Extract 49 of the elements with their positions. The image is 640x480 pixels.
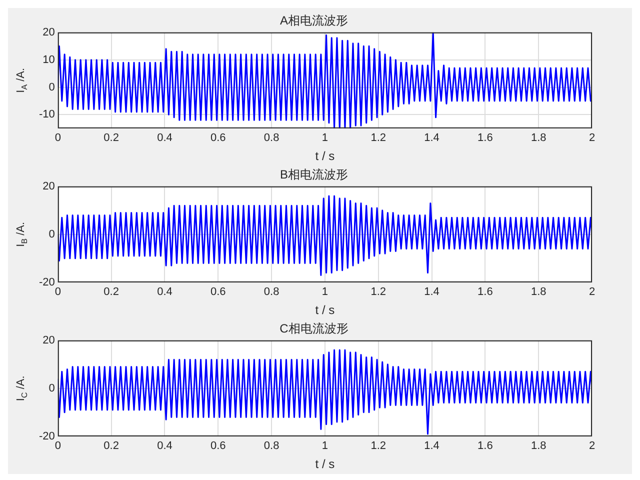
x-tick-label: 0.2 [104, 286, 119, 298]
chart-title: C相电流波形 [280, 322, 348, 336]
x-tick-label: 1.6 [478, 440, 493, 452]
chart-title: A相电流波形 [280, 14, 348, 28]
y-tick-label: 0 [48, 81, 55, 94]
x-axis-title: t / s [315, 303, 335, 318]
y-tick-label: 0 [48, 228, 55, 240]
x-tick-label: 0.6 [210, 286, 226, 298]
x-tick-label: 1.2 [370, 132, 386, 144]
x-tick-label: 1 [322, 132, 328, 144]
chart-title: B相电流波形 [280, 168, 348, 182]
x-tick-label: 1.2 [370, 440, 386, 452]
y-tick-label: 0 [48, 382, 55, 394]
y-tick-label: 20 [42, 334, 55, 346]
y-axis-title: IB /A. [14, 222, 29, 247]
x-tick-label: 0.2 [104, 440, 119, 452]
y-tick-label: -20 [38, 276, 55, 288]
x-tick-label: 0.8 [264, 132, 280, 144]
y-tick-label: 10 [42, 54, 55, 66]
x-tick-label: 1 [322, 440, 328, 452]
y-tick-label: -20 [38, 430, 55, 442]
x-tick-label: 2 [588, 132, 596, 144]
x-tick-label: 1.4 [424, 440, 440, 452]
y-tick-label: 20 [42, 26, 55, 38]
y-axis-title: IC /A. [14, 376, 29, 402]
y-tick-label: 20 [42, 180, 55, 192]
x-tick-label: 1.6 [478, 132, 493, 144]
x-axis-title: t / s [315, 149, 335, 164]
x-tick-label: 1.8 [530, 286, 546, 298]
x-tick-label: 1.6 [478, 286, 493, 298]
x-tick-label: 0.6 [210, 440, 226, 452]
x-tick-label: 1.8 [530, 132, 546, 144]
x-tick-label: 1 [322, 286, 328, 298]
y-axis-title: IA /A. [14, 68, 29, 93]
x-tick-label: 0.8 [264, 286, 280, 298]
x-axis-title: t / s [315, 457, 335, 472]
x-tick-label: 1.4 [424, 132, 440, 144]
x-tick-label: 0.4 [157, 286, 172, 298]
x-tick-label: 0.4 [157, 440, 172, 452]
x-tick-label: 1.4 [424, 286, 440, 298]
x-tick-label: 0.2 [104, 132, 119, 144]
x-tick-label: 1.2 [370, 286, 386, 298]
x-tick-label: 1.8 [530, 440, 546, 452]
x-tick-label: 2 [588, 286, 596, 298]
x-tick-label: 2 [588, 440, 596, 452]
x-tick-label: 0.8 [264, 440, 280, 452]
x-tick-label: 0.6 [210, 132, 226, 144]
y-tick-label: -10 [38, 108, 55, 121]
x-tick-label: 0.4 [157, 132, 172, 144]
